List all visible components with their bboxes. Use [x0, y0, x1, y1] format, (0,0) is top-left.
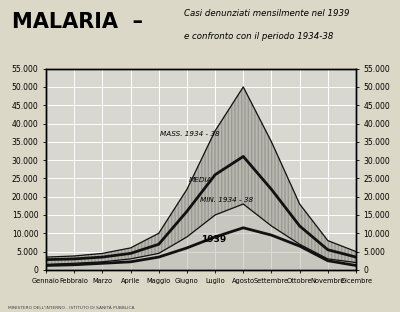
Text: Casi denunziati mensilmente nel 1939: Casi denunziati mensilmente nel 1939 [184, 9, 350, 18]
Text: MEDIA: MEDIA [188, 177, 212, 183]
Text: MIN. 1934 - 38: MIN. 1934 - 38 [200, 197, 253, 203]
Text: MASS. 1934 - 38: MASS. 1934 - 38 [160, 131, 220, 137]
Text: e confronto con il periodo 1934-38: e confronto con il periodo 1934-38 [184, 32, 333, 41]
Text: 1939: 1939 [201, 236, 226, 244]
Text: MALARIA  –: MALARIA – [12, 12, 143, 32]
Text: MINISTERO DELL'INTERNO - ISTITUTO DI SANITÀ PUBBLICA: MINISTERO DELL'INTERNO - ISTITUTO DI SAN… [8, 306, 134, 310]
